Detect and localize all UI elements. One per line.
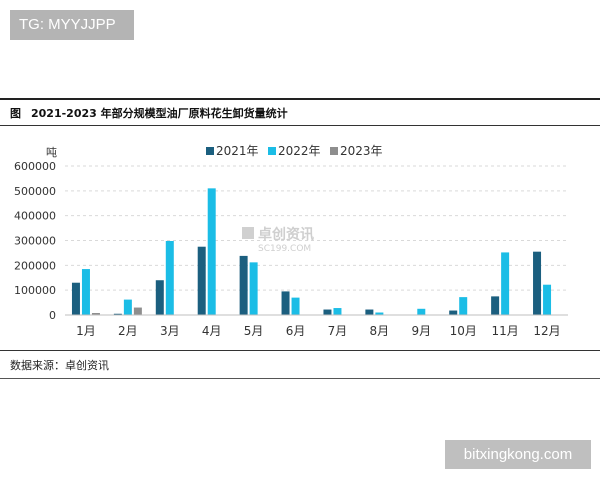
bar-1-12	[533, 251, 542, 315]
bar-1-4	[197, 246, 206, 315]
x-tick-label: 4月	[202, 324, 222, 338]
bar-3-1	[91, 313, 100, 315]
x-tick-label: 10月	[450, 324, 477, 338]
legend-swatch-2	[268, 147, 276, 155]
bar-1-8	[365, 309, 374, 315]
bar-2-12	[543, 284, 552, 315]
x-tick-label: 2月	[118, 324, 138, 338]
y-tick-label: 500000	[14, 185, 56, 198]
bar-2-2	[123, 299, 132, 315]
bar-chart: 吨 0 100000 200000 300000 400000 500000 600000 卓创…	[14, 144, 568, 338]
figure-title-rule	[0, 125, 600, 126]
legend-label-2: 2022年	[278, 144, 321, 158]
bar-1-5	[239, 255, 248, 315]
y-tick-label: 600000	[14, 160, 56, 173]
bar-2-5	[249, 262, 258, 315]
data-source-note: 数据来源：卓创资讯	[10, 359, 109, 372]
source-rule	[0, 378, 600, 379]
bar-1-11	[491, 296, 500, 315]
x-tick-label: 9月	[411, 324, 431, 338]
watermark-text-cn: 卓创资讯	[258, 226, 314, 243]
bar-1-2	[113, 313, 122, 315]
bar-3-2	[133, 307, 142, 315]
bar-2-7	[333, 308, 342, 315]
bar-1-6	[281, 291, 290, 315]
x-tick-label: 5月	[244, 324, 264, 338]
bar-1-3	[155, 280, 164, 315]
legend-label-3: 2023年	[340, 144, 383, 158]
y-axis-unit-label: 吨	[46, 146, 57, 159]
y-tick-label: 0	[49, 309, 56, 322]
figure-bottom-rule	[0, 350, 600, 351]
figure-title: 图 2021-2023 年部分规模型油厂原料花生卸货量统计	[10, 105, 288, 121]
bar-1-10	[449, 310, 458, 315]
bar-2-11	[501, 252, 510, 315]
bar-2-1	[81, 269, 90, 315]
legend-label-1: 2021年	[216, 144, 259, 158]
x-tick-label: 6月	[286, 324, 306, 338]
bar-2-3	[165, 240, 174, 315]
tg-watermark-badge: TG: MYYJJPP	[10, 10, 134, 40]
site-watermark-badge: bitxingkong.com	[445, 440, 591, 469]
x-tick-label: 1月	[76, 324, 96, 338]
figure-tag: 图	[10, 107, 21, 120]
bar-1-1	[71, 282, 80, 315]
y-tick-label: 300000	[14, 235, 56, 248]
y-tick-label: 200000	[14, 259, 56, 272]
watermark-logo-mark	[242, 227, 254, 239]
bar-2-6	[291, 297, 300, 315]
x-tick-label: 11月	[491, 324, 518, 338]
figure-title-text: 2021-2023 年部分规模型油厂原料花生卸货量统计	[31, 107, 288, 120]
watermark-text-en: SC199.COM	[258, 244, 311, 254]
x-tick-label: 3月	[160, 324, 180, 338]
bar-2-10	[459, 297, 468, 315]
bar-1-7	[323, 309, 332, 315]
bar-2-4	[207, 188, 216, 315]
y-tick-label: 100000	[14, 284, 56, 297]
y-tick-label: 400000	[14, 210, 56, 223]
figure-top-rule	[0, 98, 600, 100]
bar-2-8	[375, 312, 384, 315]
bar-2-9	[417, 308, 426, 315]
x-tick-label: 8月	[370, 324, 390, 338]
legend-swatch-1	[206, 147, 214, 155]
x-tick-label: 7月	[328, 324, 348, 338]
legend-swatch-3	[330, 147, 338, 155]
x-tick-label: 12月	[533, 324, 560, 338]
